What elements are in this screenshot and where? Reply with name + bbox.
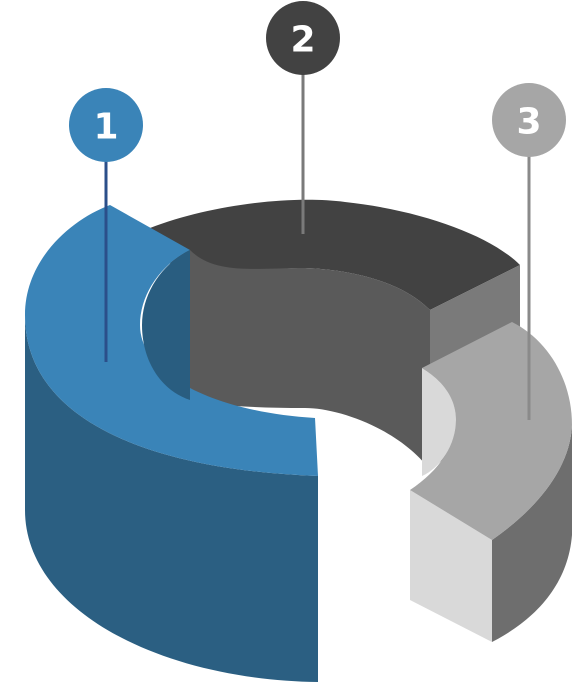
marker-1-pin bbox=[69, 88, 143, 162]
marker-3-label: 3 bbox=[516, 102, 541, 143]
marker-1-label: 1 bbox=[93, 107, 118, 148]
marker-3: 3 bbox=[492, 83, 566, 420]
segment-3-top bbox=[410, 322, 572, 540]
segment-3-side bbox=[492, 425, 572, 642]
segment-1-side bbox=[25, 315, 318, 682]
marker-1: 1 bbox=[69, 88, 143, 362]
segment-3 bbox=[410, 322, 572, 642]
marker-3-pin bbox=[492, 83, 566, 157]
segment-1-top bbox=[25, 205, 318, 476]
segment-3-cut-face bbox=[410, 490, 492, 642]
marker-2-pin bbox=[266, 1, 340, 75]
segment-3-inner bbox=[422, 368, 456, 476]
segment-2-top bbox=[150, 199, 520, 310]
segment-2-inner-wall bbox=[190, 250, 430, 470]
segment-1-inner bbox=[142, 250, 190, 400]
segment-1 bbox=[25, 205, 318, 682]
marker-2: 2 bbox=[266, 1, 340, 234]
marker-2-label: 2 bbox=[290, 20, 315, 61]
